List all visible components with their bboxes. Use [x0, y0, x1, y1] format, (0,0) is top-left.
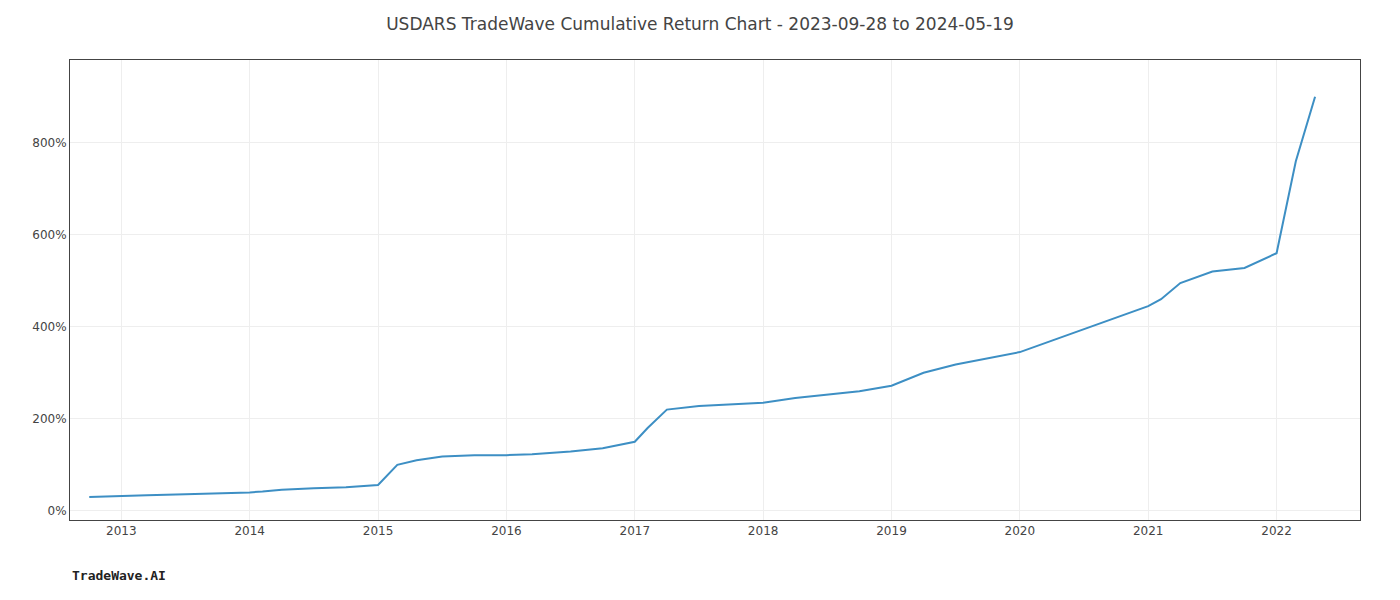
svg-text:2020: 2020: [1005, 524, 1036, 538]
svg-text:2018: 2018: [748, 524, 779, 538]
svg-text:2013: 2013: [106, 524, 137, 538]
svg-text:2016: 2016: [491, 524, 522, 538]
svg-text:USDARS TradeWave Cumulative Re: USDARS TradeWave Cumulative Return Chart…: [386, 14, 1014, 34]
svg-text:400%: 400%: [32, 320, 66, 334]
svg-text:600%: 600%: [32, 228, 66, 242]
svg-text:2015: 2015: [363, 524, 394, 538]
svg-text:2019: 2019: [876, 524, 907, 538]
svg-text:800%: 800%: [32, 136, 66, 150]
svg-text:200%: 200%: [32, 412, 66, 426]
svg-text:2014: 2014: [234, 524, 265, 538]
svg-text:2017: 2017: [620, 524, 651, 538]
svg-text:0%: 0%: [48, 504, 67, 518]
svg-text:2021: 2021: [1133, 524, 1164, 538]
svg-text:TradeWave.AI: TradeWave.AI: [72, 568, 166, 583]
svg-text:2022: 2022: [1261, 524, 1292, 538]
